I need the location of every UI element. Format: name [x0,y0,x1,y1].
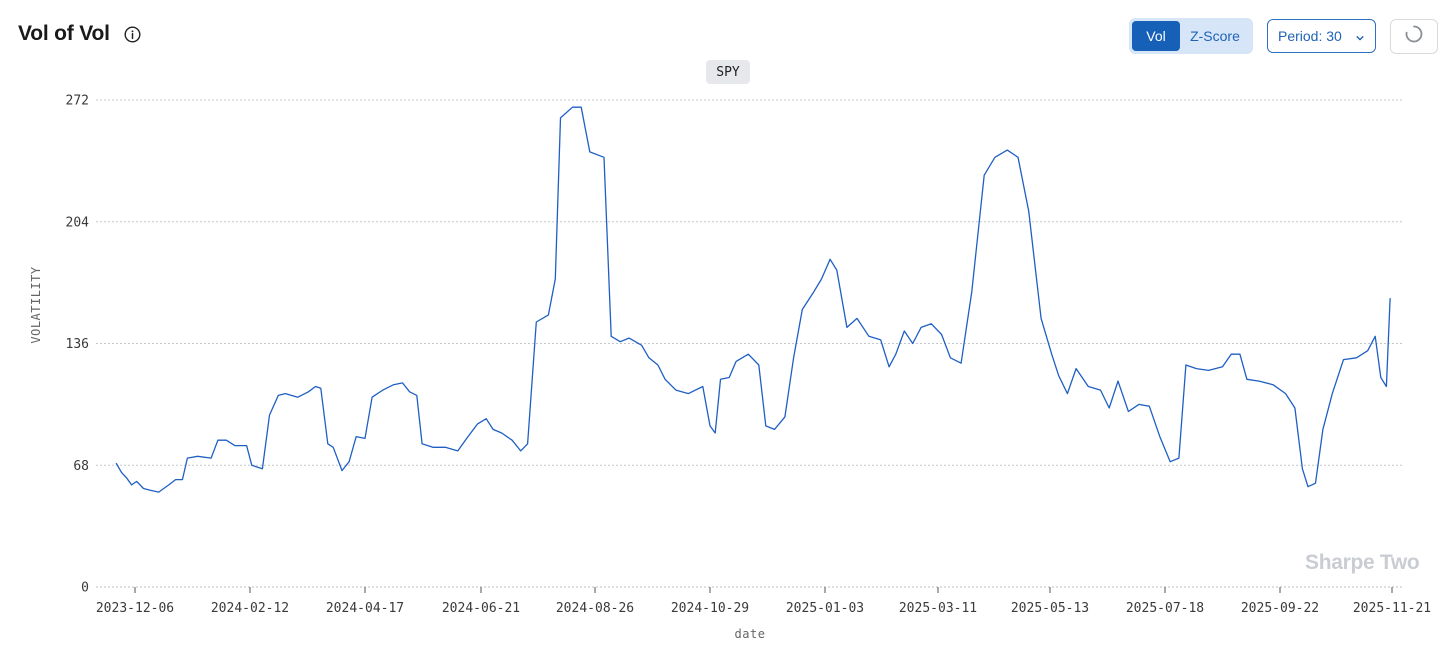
refresh-button[interactable] [1390,19,1438,54]
spinner-icon [1404,24,1424,49]
series-line-spy [115,106,1391,493]
x-tick-label: 2025-05-13 [1011,601,1089,616]
header: Vol of Vol [18,22,141,46]
period-select-label: Period: 30 [1278,28,1342,44]
y-tick-label: 0 [81,581,89,596]
y-axis-label: VOLATILITY [29,266,43,344]
x-tick-label: 2025-03-11 [899,601,977,616]
series-badge: SPY [706,60,750,84]
x-tick-label: 2023-12-06 [96,601,174,616]
x-tick-label: 2025-07-18 [1126,601,1204,616]
chevron-down-icon [1355,30,1365,41]
y-tick-label: 136 [66,337,89,352]
x-tick-label: 2024-08-26 [556,601,634,616]
x-tick-label: 2025-09-22 [1241,601,1319,616]
info-icon[interactable] [124,25,141,43]
x-tick-label: 2025-01-03 [786,601,864,616]
x-tick-label: 2024-04-17 [326,601,404,616]
y-tick-label: 68 [73,459,89,474]
vol-zscore-toggle: Vol Z-Score [1129,18,1253,54]
x-tick-label: 2025-11-21 [1353,601,1431,616]
page-title: Vol of Vol [18,22,110,45]
axes: 0 68 136 204 272 2023-12-06 2024-02-12 2024-04-… [29,94,1431,642]
x-tick-label: 2024-06-21 [442,601,520,616]
y-tick-label: 272 [66,94,89,109]
x-tick-label: 2024-02-12 [211,601,289,616]
period-select[interactable]: Period: 30 [1267,19,1376,53]
y-tick-label: 204 [66,215,90,230]
watermark-logo: Sharpe Two [1305,551,1420,574]
series-layer [115,106,1391,493]
grid-lines [96,99,1402,588]
vol-toggle-button[interactable]: Vol [1132,21,1180,51]
x-tick-label: 2024-10-29 [671,601,749,616]
x-axis-label: date [735,627,766,641]
zscore-toggle-button[interactable]: Z-Score [1190,28,1240,44]
